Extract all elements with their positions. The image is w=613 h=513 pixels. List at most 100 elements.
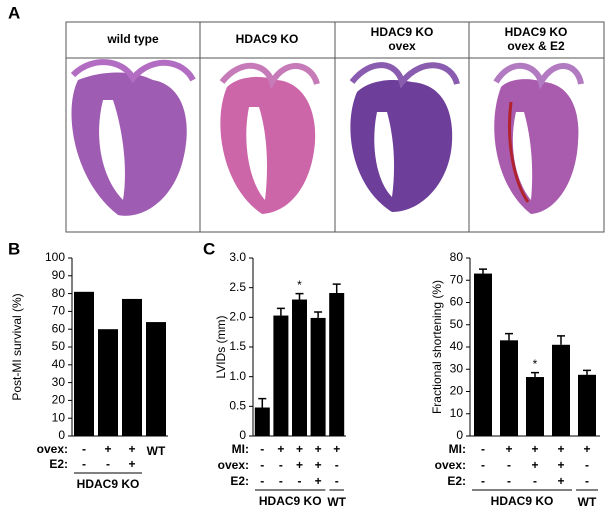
condition-value: + (315, 442, 322, 456)
significance-marker: * (533, 357, 538, 371)
condition-label: MI: (232, 442, 249, 456)
x-tick-label: WT (578, 495, 597, 509)
y-tick-label: 40 (52, 357, 66, 371)
condition-value: + (128, 457, 135, 471)
bar (122, 298, 142, 436)
panel-label: B (8, 239, 20, 258)
condition-value: - (82, 442, 86, 456)
condition-value: + (296, 442, 303, 456)
condition-value: - (279, 474, 283, 488)
panel-label: A (8, 3, 20, 22)
column-header: wild type (106, 32, 159, 46)
y-tick-label: 10 (52, 410, 66, 424)
column-header: ovex & E2 (507, 39, 565, 53)
condition-value: - (82, 457, 86, 471)
y-tick-label: 30 (450, 361, 464, 375)
condition-value: - (481, 458, 485, 472)
y-tick-label: 20 (52, 393, 66, 407)
condition-value: - (260, 458, 264, 472)
column-header: HDAC9 KO (505, 25, 568, 39)
condition-value: - (279, 458, 283, 472)
error-bar (258, 397, 267, 408)
condition-value: - (507, 458, 511, 472)
condition-label: E2: (49, 457, 68, 471)
y-tick-label: 60 (450, 295, 464, 309)
y-tick-label: 70 (52, 304, 66, 318)
y-tick-label: 3.0 (229, 250, 246, 264)
column-header: ovex (388, 39, 416, 53)
y-tick-label: 0 (239, 428, 246, 442)
y-tick-label: 50 (450, 317, 464, 331)
condition-value: - (335, 474, 339, 488)
bar (310, 317, 326, 436)
condition-value: + (557, 458, 564, 472)
bar (552, 344, 570, 436)
condition-value: - (507, 474, 511, 488)
error-bar (276, 307, 285, 316)
condition-value: - (260, 442, 264, 456)
error-bar (479, 268, 487, 274)
condition-value: - (585, 474, 589, 488)
condition-value: + (128, 442, 135, 456)
error-bar (332, 283, 341, 294)
bar (146, 322, 166, 436)
bar (526, 377, 544, 436)
y-tick-label: 80 (450, 250, 464, 264)
panel-label: C (203, 239, 215, 258)
bar (254, 407, 270, 436)
condition-value: - (106, 457, 110, 471)
y-tick-label: 90 (52, 268, 66, 282)
y-tick-label: 0 (58, 428, 65, 442)
y-tick-label: 60 (52, 321, 66, 335)
condition-value: - (260, 474, 264, 488)
y-axis-label: Post-MI survival (%) (10, 293, 24, 400)
condition-label: E2: (230, 474, 249, 488)
bar (98, 329, 118, 436)
condition-label: ovex: (37, 442, 68, 456)
condition-value: - (298, 474, 302, 488)
condition-value: + (296, 458, 303, 472)
error-bar (295, 292, 304, 300)
condition-value: - (335, 458, 339, 472)
y-tick-label: 30 (52, 375, 66, 389)
condition-value: + (557, 442, 564, 456)
y-tick-label: 40 (450, 339, 464, 353)
condition-value: + (104, 442, 111, 456)
condition-value: + (531, 442, 538, 456)
condition-label: ovex: (435, 458, 466, 472)
bar (292, 299, 307, 436)
y-tick-label: 0.5 (229, 399, 246, 413)
bar (578, 374, 596, 436)
y-tick-label: 1.0 (229, 369, 246, 383)
error-bar (557, 335, 565, 345)
bar (500, 340, 518, 436)
y-tick-label: 2.0 (229, 310, 246, 324)
error-bar (505, 332, 513, 341)
condition-value: + (505, 442, 512, 456)
bar (74, 291, 94, 436)
condition-value: + (277, 442, 284, 456)
panel-a-frame (65, 21, 605, 233)
x-tick-label: WT (327, 495, 346, 509)
condition-label: E2: (447, 474, 466, 488)
column-header: HDAC9 KO (371, 25, 434, 39)
condition-label: MI: (449, 442, 466, 456)
condition-value: + (315, 474, 322, 488)
condition-value: - (481, 442, 485, 456)
error-bar (314, 311, 323, 318)
x-tick-label: WT (147, 444, 166, 458)
condition-value: + (531, 458, 538, 472)
condition-value: + (557, 474, 564, 488)
y-tick-label: 2.5 (229, 280, 246, 294)
condition-value: + (315, 458, 322, 472)
y-tick-label: 50 (52, 339, 66, 353)
bar (329, 293, 345, 436)
y-tick-label: 10 (450, 406, 464, 420)
bar (273, 315, 289, 436)
y-tick-label: 0 (456, 428, 463, 442)
y-tick-label: 100 (45, 250, 65, 264)
y-axis-label: LVIDs (mm) (214, 315, 228, 378)
bar (474, 273, 492, 436)
condition-label: ovex: (218, 458, 249, 472)
